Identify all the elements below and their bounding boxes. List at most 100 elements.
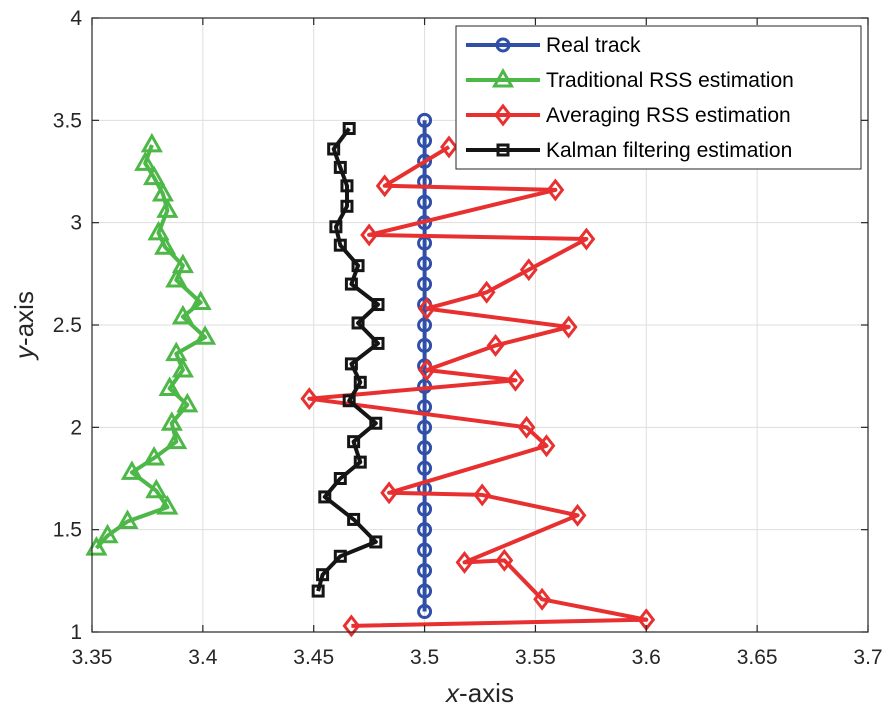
series-traditional-rss-estimation xyxy=(85,132,217,556)
data-point-averaging-rss-estimation xyxy=(568,503,587,527)
data-point-real-track xyxy=(417,604,433,620)
series-averaging-rss-estimation xyxy=(300,135,656,638)
data-point-kalman-filtering-estimation xyxy=(344,357,358,371)
data-point-real-track xyxy=(417,501,433,517)
legend-marker xyxy=(491,67,515,88)
legend-item-kalman-filtering-estimation: Kalman filtering estimation xyxy=(466,139,792,162)
legend-item-traditional-rss-estimation: Traditional RSS estimation xyxy=(466,67,794,92)
data-point-real-track xyxy=(417,583,433,599)
legend: Real track Traditional RSS estimation Aver… xyxy=(455,25,862,170)
data-point-real-track xyxy=(417,419,433,435)
data-point-averaging-rss-estimation xyxy=(417,358,436,382)
data-point-real-track xyxy=(417,133,433,149)
data-point-traditional-rss-estimation xyxy=(165,429,188,450)
legend-marker xyxy=(495,37,511,53)
x-tick-label: 3.4 xyxy=(188,646,218,669)
y-axis-label: y-axis xyxy=(9,291,39,361)
x-tick-label: 3.45 xyxy=(293,646,334,669)
data-point-traditional-rss-estimation xyxy=(171,357,194,378)
data-point-kalman-filtering-estimation xyxy=(311,584,325,598)
series-line-traditional-rss-estimation xyxy=(94,144,208,550)
data-point-traditional-rss-estimation xyxy=(134,151,157,171)
data-point-traditional-rss-estimation xyxy=(120,460,143,480)
x-tick-label: 3.5 xyxy=(410,646,439,669)
data-point-traditional-rss-estimation xyxy=(156,198,179,218)
data-point-traditional-rss-estimation xyxy=(160,411,183,431)
data-point-kalman-filtering-estimation xyxy=(344,277,358,291)
data-point-real-track xyxy=(417,337,433,353)
series-kalman-filtering-estimation xyxy=(311,122,385,598)
data-point-kalman-filtering-estimation xyxy=(340,199,354,213)
y-tick-label: 2 xyxy=(70,416,82,439)
data-point-averaging-rss-estimation xyxy=(577,227,596,251)
data-point-kalman-filtering-estimation xyxy=(342,122,356,136)
legend-label: Kalman filtering estimation xyxy=(546,139,792,162)
data-point-kalman-filtering-estimation xyxy=(371,298,385,312)
series-layer xyxy=(85,112,656,638)
series-line-kalman-filtering-estimation xyxy=(316,127,380,592)
data-point-kalman-filtering-estimation xyxy=(353,455,367,469)
data-point-traditional-rss-estimation xyxy=(171,304,194,325)
data-point-kalman-filtering-estimation xyxy=(333,549,347,563)
data-point-averaging-rss-estimation xyxy=(506,368,525,392)
data-point-averaging-rss-estimation xyxy=(375,174,394,198)
data-point-traditional-rss-estimation xyxy=(189,290,212,310)
data-point-real-track xyxy=(417,522,433,538)
data-point-kalman-filtering-estimation xyxy=(353,375,367,389)
data-point-kalman-filtering-estimation xyxy=(327,142,341,156)
data-point-averaging-rss-estimation xyxy=(533,587,551,611)
data-point-averaging-rss-estimation xyxy=(495,548,514,572)
data-point-traditional-rss-estimation xyxy=(165,267,188,288)
data-point-kalman-filtering-estimation xyxy=(369,416,383,430)
data-point-averaging-rss-estimation xyxy=(380,481,398,505)
legend-item-averaging-rss-estimation: Averaging RSS estimation xyxy=(466,103,791,127)
x-tick-label: 3.35 xyxy=(72,646,113,669)
legend-item-real-track: Real track xyxy=(466,34,641,57)
data-point-averaging-rss-estimation xyxy=(546,178,565,202)
data-point-traditional-rss-estimation xyxy=(158,376,181,396)
x-axis-label: x-axis xyxy=(444,678,514,708)
data-point-kalman-filtering-estimation xyxy=(316,568,330,582)
y-tick-label: 1.5 xyxy=(53,519,82,542)
data-point-traditional-rss-estimation xyxy=(154,235,177,255)
legend-label: Averaging RSS estimation xyxy=(546,104,791,127)
data-point-averaging-rss-estimation xyxy=(517,415,536,439)
data-point-kalman-filtering-estimation xyxy=(342,394,356,408)
data-point-real-track xyxy=(417,317,433,333)
x-tick-label: 3.6 xyxy=(632,646,661,669)
data-point-traditional-rss-estimation xyxy=(116,509,139,529)
x-tick-label: 3.7 xyxy=(853,646,882,669)
data-point-real-track xyxy=(417,194,433,210)
data-point-kalman-filtering-estimation xyxy=(351,259,365,273)
data-point-traditional-rss-estimation xyxy=(96,523,119,544)
x-tick-label: 3.65 xyxy=(737,646,778,669)
data-point-traditional-rss-estimation xyxy=(145,478,168,499)
data-point-kalman-filtering-estimation xyxy=(351,316,365,330)
data-point-averaging-rss-estimation xyxy=(486,334,505,357)
data-point-traditional-rss-estimation xyxy=(171,253,194,274)
data-point-kalman-filtering-estimation xyxy=(333,472,347,485)
legend-marker xyxy=(496,143,510,157)
data-point-averaging-rss-estimation xyxy=(519,258,538,282)
x-tick-label: 3.55 xyxy=(515,646,556,669)
data-point-kalman-filtering-estimation xyxy=(340,179,354,193)
legend-marker xyxy=(494,103,512,127)
data-point-traditional-rss-estimation xyxy=(143,445,166,466)
data-point-averaging-rss-estimation xyxy=(477,280,496,304)
data-point-traditional-rss-estimation xyxy=(151,181,175,202)
data-point-real-track xyxy=(417,460,433,476)
legend-box xyxy=(455,25,862,170)
data-point-real-track xyxy=(417,440,433,456)
data-point-traditional-rss-estimation xyxy=(147,220,170,241)
data-point-kalman-filtering-estimation xyxy=(333,238,347,252)
data-point-averaging-rss-estimation xyxy=(360,223,379,247)
data-point-averaging-rss-estimation xyxy=(537,434,556,458)
data-point-kalman-filtering-estimation xyxy=(369,535,383,549)
legend-label: Real track xyxy=(546,34,641,57)
data-point-real-track xyxy=(417,153,433,169)
tick-labels: 3.35 3.4 3.45 3.5 3.55 3.6 3.65 3.7 1 1.5 2 2.5 3 3.5… xyxy=(53,7,883,669)
data-point-traditional-rss-estimation xyxy=(156,495,179,515)
data-point-traditional-rss-estimation xyxy=(176,392,199,413)
data-point-kalman-filtering-estimation xyxy=(347,435,361,449)
data-point-real-track xyxy=(417,112,433,128)
